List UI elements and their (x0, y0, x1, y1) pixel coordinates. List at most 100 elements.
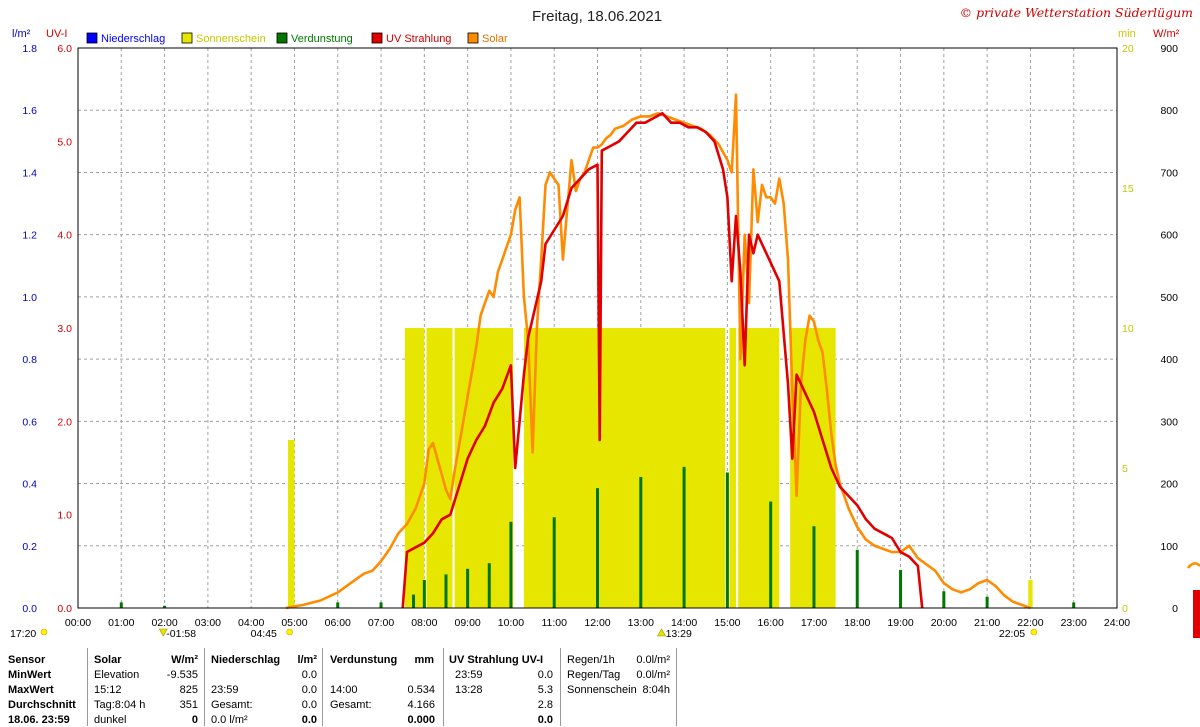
niederschlag-value: 0.0 (301, 714, 317, 726)
x-tick-label: 12:00 (584, 617, 610, 629)
stats-row-label: Durchschnitt (8, 699, 76, 711)
x-tick-label: 02:00 (151, 617, 177, 629)
x-tick-label: 11:00 (541, 617, 567, 629)
y-tick-label-right-inner: 5 (1122, 463, 1128, 475)
y-axis-label-left-inner: UV-I (46, 28, 67, 40)
stats-row-label: 18.06. 23:59 (8, 714, 70, 726)
niederschlag-value: 0.0 (301, 669, 317, 681)
uv-label: 13:28 (455, 684, 483, 696)
legend-label: Solar (482, 33, 508, 45)
stats-column-separator (676, 648, 677, 726)
y-tick-label-left-inner: 3.0 (57, 323, 72, 335)
stats-row-label: MaxWert (8, 684, 54, 696)
verdunstung-value: 0.534 (407, 684, 435, 696)
x-tick-label: 10:00 (498, 617, 524, 629)
verdunstung-bar (422, 580, 426, 608)
legend-swatch (181, 32, 193, 44)
regen-value: 0.0l/m² (636, 669, 670, 681)
y-tick-label-right-outer: 600 (1160, 230, 1178, 242)
stats-column-separator (87, 648, 88, 726)
verdunstung-bar (682, 466, 686, 608)
verdunstung-bar (379, 602, 383, 608)
stats-column-separator (443, 648, 444, 726)
stats-column-separator (204, 648, 205, 726)
y-tick-label-left-outer: 0.8 (22, 354, 37, 366)
verdunstung-bar (1072, 602, 1076, 608)
stats-column-separator (322, 648, 323, 726)
moon-marker-down (158, 628, 168, 637)
verdunstung-bar (444, 574, 448, 608)
y-tick-label-right-outer: 700 (1160, 167, 1178, 179)
weather-chart: Freitag, 18.06.2021 © private Wetterstat… (10, 5, 1200, 640)
sonnenschein-bar (404, 328, 425, 608)
regen-label: Sonnenschein (567, 684, 637, 696)
solar-label: dunkel (94, 714, 127, 726)
verdunstung-bar (466, 568, 470, 608)
y-tick-label-left-inner: 1.0 (57, 510, 72, 522)
x-tick-label: 23:00 (1061, 617, 1087, 629)
y-tick-label-left-outer: 1.6 (22, 105, 37, 117)
verdunstung-bar (596, 488, 599, 608)
verdunstung-value: 0.000 (407, 714, 435, 726)
y-tick-label-right-outer: 300 (1160, 416, 1178, 428)
series-line-solar (285, 93, 1031, 610)
verdunstung-label: 14:00 (330, 684, 358, 696)
legend-label: Verdunstung (291, 33, 353, 45)
y-tick-label-right-outer: 900 (1160, 43, 1178, 55)
gridlines (78, 48, 1117, 608)
transit-marker-up (657, 628, 667, 637)
legend-swatch (371, 32, 383, 44)
solar-label: Elevation (94, 669, 140, 681)
next-day-uv-fragment (1193, 590, 1200, 638)
verdunstung-bar (509, 521, 513, 608)
axes: 0.0 0.2 0.4 0.6 0.8 1.0 1.2 1.4 1.6 1.8 l/m² 0.0 1.0… (12, 28, 1180, 629)
uv-value: 2.8 (537, 699, 553, 711)
stats-row-label: MinWert (8, 669, 52, 681)
verdunstung-bar (769, 501, 773, 608)
x-tick-label: 15:00 (714, 617, 740, 629)
x-tick-label: 18:00 (844, 617, 870, 629)
marker-label: -01:58 (166, 628, 196, 640)
solar-header: Solar (94, 654, 122, 666)
verdunstung-unit: mm (414, 654, 434, 666)
sonnenschein-bar (729, 328, 737, 608)
solar-value: -9.535 (166, 669, 198, 681)
verdunstung-bar (163, 605, 167, 608)
regen-label: Regen/1h (567, 654, 615, 666)
x-tick-label: 22:00 (1017, 617, 1043, 629)
verdunstung-value: 4.166 (407, 699, 435, 711)
y-tick-label-left-outer: 1.2 (22, 230, 37, 242)
y-tick-label-right-outer: 400 (1160, 354, 1178, 366)
y-axis-label-left-outer: l/m² (12, 28, 31, 40)
marker-label: 13:29 (666, 628, 692, 640)
verdunstung-bar (639, 476, 643, 608)
y-tick-label-left-inner: 5.0 (57, 136, 72, 148)
stats-background (0, 648, 1200, 726)
y-tick-label-right-outer: 500 (1160, 292, 1178, 304)
x-tick-label: 19:00 (887, 617, 913, 629)
marker-label: 22:05 (999, 628, 1025, 640)
legend: Niederschlag Sonnenschein Verdunstung UV St… (86, 32, 508, 45)
sunrise-marker (40, 628, 48, 636)
uv-header: UV Strahlung UV-I (449, 654, 544, 666)
x-tick-label: 21:00 (974, 617, 1000, 629)
sunset-marker (1030, 628, 1038, 636)
x-tick-label: 14:00 (671, 617, 697, 629)
regen-value: 8:04h (642, 684, 670, 696)
legend-swatch (86, 32, 98, 44)
legend-label: UV Strahlung (386, 33, 451, 45)
uv-value: 0.0 (537, 714, 553, 726)
y-tick-label-left-inner: 2.0 (57, 416, 72, 428)
sonnenschein-bar (523, 328, 726, 608)
legend-swatch (467, 32, 479, 44)
solar-label: 15:12 (94, 684, 122, 696)
x-tick-label: 07:00 (368, 617, 394, 629)
x-tick-label: 01:00 (108, 617, 134, 629)
chart-title: Freitag, 18.06.2021 (532, 8, 662, 25)
y-axis-label-right-outer: W/m² (1153, 28, 1180, 40)
uv-label: 23:59 (455, 669, 483, 681)
y-tick-label-right-outer: 100 (1160, 541, 1178, 553)
niederschlag-label: 0.0 l/m² (211, 714, 248, 726)
marker-label: 17:20 (10, 628, 36, 640)
